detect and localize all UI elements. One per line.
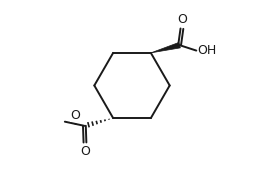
Text: O: O (177, 13, 187, 26)
Text: O: O (80, 145, 90, 158)
Text: OH: OH (197, 44, 216, 57)
Text: O: O (70, 109, 81, 122)
Polygon shape (151, 42, 180, 53)
